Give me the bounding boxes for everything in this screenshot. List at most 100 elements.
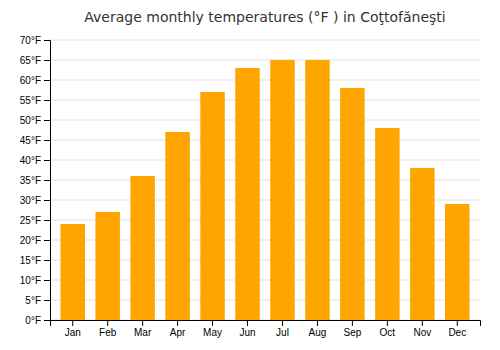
axis-line — [44, 41, 51, 321]
x-tick-label: Aug — [309, 327, 327, 338]
tick-mark — [44, 60, 50, 61]
grid-line — [50, 100, 480, 101]
y-tick-label: 10°F — [20, 275, 41, 286]
y-tick: 65°F — [20, 55, 50, 66]
x-tick: Sep — [343, 320, 361, 338]
grid-line — [50, 40, 480, 41]
tick-mark — [44, 200, 50, 201]
grid-line — [50, 80, 480, 81]
x-tick-label: Dec — [448, 327, 466, 338]
x-tick: Jan — [65, 320, 81, 338]
plot: Jan Feb Mar Apr May Jun Jul Aug Sep Oct Nov Dec 0°F 5… — [20, 35, 481, 338]
bar — [235, 68, 259, 320]
y-tick: 10°F — [20, 275, 50, 286]
x-tick: May — [203, 320, 222, 338]
y-tick: 35°F — [20, 175, 50, 186]
bar — [305, 60, 329, 320]
y-tick: 70°F — [20, 35, 50, 46]
y-tick: 15°F — [20, 255, 50, 266]
x-tick-label: Jan — [65, 327, 81, 338]
x-tick: Dec — [448, 320, 466, 338]
bar — [60, 224, 84, 320]
x-tick: Mar — [134, 320, 152, 338]
tick-mark — [457, 320, 458, 326]
title: Average monthly temperatures (°F ) in Co… — [84, 9, 445, 25]
bar — [375, 128, 399, 320]
tick-mark — [177, 320, 178, 326]
y-tick-label: 20°F — [20, 235, 41, 246]
chart: Jan Feb Mar Apr May Jun Jul Aug Sep Oct Nov Dec 0°F 5… — [0, 0, 500, 350]
x-tick-label: Apr — [170, 327, 186, 338]
tick-mark — [44, 260, 50, 261]
tick-mark — [44, 40, 50, 41]
y-tick-label: 55°F — [20, 95, 41, 106]
y-tick: 45°F — [20, 135, 50, 146]
y-tick-label: 50°F — [20, 115, 41, 126]
tick-mark — [422, 320, 423, 326]
x-tick-label: May — [203, 327, 222, 338]
x-tick-label: Jul — [276, 327, 289, 338]
tick-mark — [44, 100, 50, 101]
x-tick: Apr — [170, 320, 186, 338]
y-tick-label: 25°F — [20, 215, 41, 226]
y-tick-label: 35°F — [20, 175, 41, 186]
bar — [340, 88, 364, 320]
tick-mark — [44, 300, 50, 301]
y-tick-label: 15°F — [20, 255, 41, 266]
y-tick-label: 45°F — [20, 135, 41, 146]
grid-line — [50, 60, 480, 61]
bar — [200, 92, 224, 320]
axis-line — [51, 321, 481, 327]
tick-mark — [72, 320, 73, 326]
bar — [95, 212, 119, 320]
y-tick-label: 40°F — [20, 155, 41, 166]
grid-line — [50, 120, 480, 121]
y-tick-label: 65°F — [20, 55, 41, 66]
tick-mark — [44, 180, 50, 181]
tick-mark — [44, 280, 50, 281]
y-tick-label: 70°F — [20, 35, 41, 46]
y-tick-label: 30°F — [20, 195, 41, 206]
y-tick: 50°F — [20, 115, 50, 126]
x-tick-label: Jun — [239, 327, 255, 338]
y-tick: 25°F — [20, 215, 50, 226]
x-tick: Aug — [309, 320, 327, 338]
grid-line — [50, 160, 480, 161]
y-tick-label: 60°F — [20, 75, 41, 86]
y-axis: 0°F 5°F 10°F 15°F 20°F 25°F 30°F 35°F 40°F 45°F 50… — [20, 35, 51, 326]
y-tick-label: 0°F — [25, 315, 41, 326]
tick-mark — [44, 220, 50, 221]
x-tick-label: Oct — [380, 327, 396, 338]
tick-mark — [44, 240, 50, 241]
y-tick: 55°F — [20, 95, 50, 106]
bar — [270, 60, 294, 320]
tick-mark — [107, 320, 108, 326]
tick-mark — [44, 120, 50, 121]
bar — [130, 176, 154, 320]
x-tick: Oct — [380, 320, 396, 338]
bar — [165, 132, 189, 320]
tick-mark — [44, 320, 50, 321]
y-tick: 30°F — [20, 195, 50, 206]
tick-mark — [352, 320, 353, 326]
grid — [50, 40, 480, 320]
bar — [410, 168, 434, 320]
x-tick-label: Sep — [343, 327, 361, 338]
tick-mark — [282, 320, 283, 326]
x-axis: Jan Feb Mar Apr May Jun Jul Aug Sep Oct Nov Dec — [51, 320, 481, 338]
x-tick: Jun — [239, 320, 255, 338]
bar — [445, 204, 469, 320]
x-tick: Nov — [413, 320, 431, 338]
x-tick: Feb — [99, 320, 117, 338]
tick-mark — [44, 160, 50, 161]
y-tick: 20°F — [20, 235, 50, 246]
x-tick-label: Feb — [99, 327, 117, 338]
tick-mark — [387, 320, 388, 326]
tick-mark — [212, 320, 213, 326]
y-tick: 40°F — [20, 155, 50, 166]
y-tick: 5°F — [25, 295, 50, 306]
x-tick-label: Mar — [134, 327, 152, 338]
y-tick: 0°F — [25, 315, 50, 326]
x-tick: Jul — [276, 320, 289, 338]
tick-mark — [44, 80, 50, 81]
